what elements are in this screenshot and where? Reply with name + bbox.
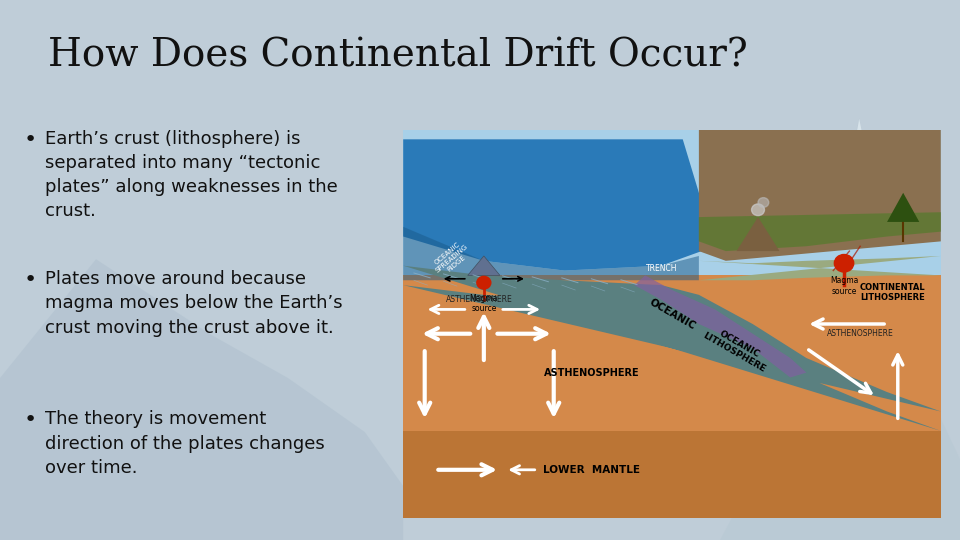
Text: LOWER  MANTLE: LOWER MANTLE [542,465,640,475]
Text: Earth’s crust (lithosphere) is
separated into many “tectonic
plates” along weakn: Earth’s crust (lithosphere) is separated… [45,130,338,220]
Text: OCEANIC: OCEANIC [647,297,697,332]
Text: ASTHENOSPHERE: ASTHENOSPHERE [543,368,639,377]
Text: CONTINENTAL
LITHOSPHERE: CONTINENTAL LITHOSPHERE [859,283,925,302]
Polygon shape [835,119,874,200]
Text: OCEANIC
LITHOSPHERE: OCEANIC LITHOSPHERE [701,322,772,374]
Polygon shape [720,119,960,540]
Text: ASTHENOSPHERE: ASTHENOSPHERE [827,329,894,338]
Polygon shape [635,275,806,377]
Text: OCEANIC
SPREADING
RIDGE: OCEANIC SPREADING RIDGE [430,238,473,279]
Text: TRENCH: TRENCH [645,264,677,273]
Circle shape [834,254,853,272]
Circle shape [477,276,491,289]
Polygon shape [0,259,403,540]
Polygon shape [699,130,941,261]
Polygon shape [403,227,699,280]
Bar [403,431,941,518]
Text: Plates move around because
magma moves below the Earth’s
crust moving the crust : Plates move around because magma moves b… [45,270,343,336]
Polygon shape [403,266,941,431]
Polygon shape [699,256,941,280]
Circle shape [758,198,769,207]
Text: Magma
source: Magma source [829,276,858,296]
Polygon shape [699,212,941,251]
Text: •: • [24,130,37,150]
Text: •: • [24,270,37,290]
Text: Magma
source: Magma source [469,294,498,313]
Circle shape [752,204,764,215]
Text: ASTHENOSPHERE: ASTHENOSPHERE [446,295,513,304]
Polygon shape [887,193,920,222]
Text: The theory is movement
direction of the plates changes
over time.: The theory is movement direction of the … [45,410,324,477]
Bar [403,275,941,518]
Polygon shape [736,217,780,251]
Text: How Does Continental Drift Occur?: How Does Continental Drift Occur? [48,38,748,75]
Polygon shape [468,256,500,275]
Text: •: • [24,410,37,430]
Polygon shape [403,139,715,271]
Bar [403,130,941,285]
